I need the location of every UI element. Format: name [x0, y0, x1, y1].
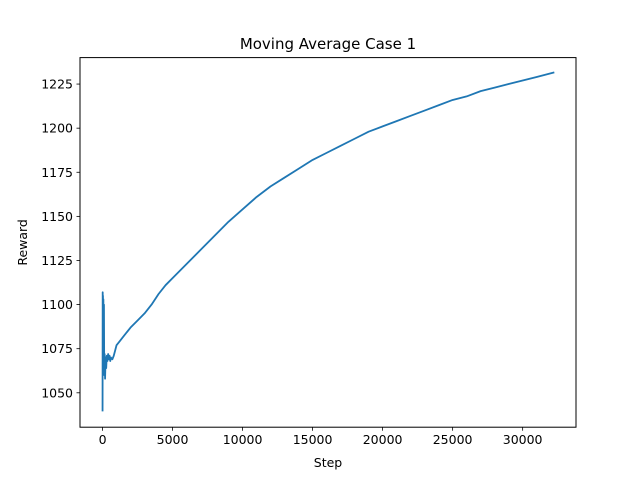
- x-tick-label: 10000: [223, 432, 263, 447]
- x-tick-label: 20000: [363, 432, 403, 447]
- y-axis-ticks: 1050 1075 1100 1125 1150 1175 1200 1225: [41, 77, 80, 400]
- plot-area: [101, 71, 555, 412]
- y-tick-label: 1150: [41, 209, 73, 224]
- x-tick-label: 0: [99, 432, 107, 447]
- chart-title: Moving Average Case 1: [240, 35, 416, 53]
- x-tick-label: 25000: [433, 432, 473, 447]
- y-axis-label: Reward: [15, 219, 30, 266]
- y-tick-label: 1200: [41, 121, 73, 136]
- y-tick-label: 1125: [41, 253, 73, 268]
- x-axis-label: Step: [314, 455, 343, 470]
- plot-frame: [79, 57, 577, 428]
- y-tick-label: 1100: [41, 297, 73, 312]
- y-tick-label: 1075: [41, 341, 73, 356]
- y-tick-label: 1050: [41, 385, 73, 400]
- x-tick-label: 30000: [503, 432, 543, 447]
- y-tick-label: 1225: [41, 77, 73, 92]
- series-line: [101, 71, 555, 412]
- x-tick-label: 15000: [293, 432, 333, 447]
- x-axis-ticks: 0 5000 10000 15000 20000 25000 30000: [99, 427, 543, 447]
- x-tick-label: 5000: [157, 432, 189, 447]
- y-tick-label: 1175: [41, 165, 73, 180]
